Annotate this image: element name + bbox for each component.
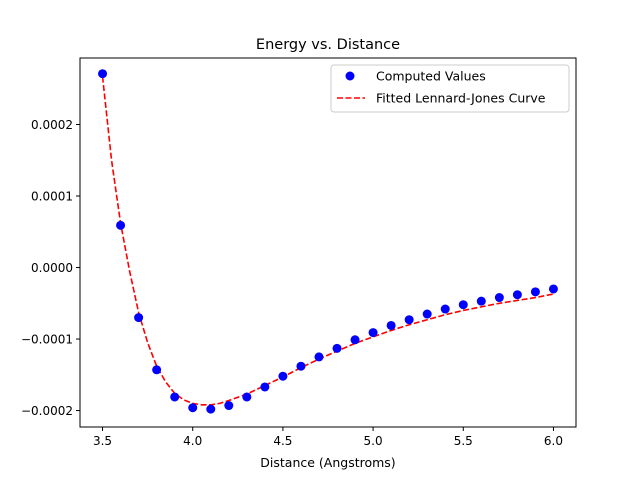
- scatter-point: [494, 293, 504, 303]
- scatter-point: [422, 309, 432, 319]
- x-tick-label: 5.5: [454, 434, 473, 448]
- x-tick-label: 6.0: [544, 434, 563, 448]
- scatter-point: [260, 382, 270, 392]
- legend-label-fitted-curve: Fitted Lennard-Jones Curve: [376, 91, 546, 106]
- scatter-point: [476, 296, 486, 306]
- x-tick-label: 5.0: [364, 434, 383, 448]
- scatter-point: [530, 287, 540, 297]
- y-tick-label: 0.0001: [31, 190, 73, 204]
- scatter-point: [350, 335, 360, 345]
- y-tick-label: 0.0002: [31, 118, 73, 132]
- y-tick-label: 0.0000: [31, 261, 73, 275]
- y-axis: −0.0002 −0.0001 0.0000 0.0001 0.0002: [21, 118, 80, 418]
- scatter-point: [116, 220, 126, 230]
- scatter-point: [512, 290, 522, 300]
- legend: Computed Values Fitted Lennard-Jones Cur…: [330, 64, 570, 113]
- x-axis: 3.5 4.0 4.5 5.0 5.5 6.0: [93, 427, 563, 448]
- scatter-point: [278, 371, 288, 381]
- y-tick-label: −0.0001: [21, 333, 73, 347]
- scatter-point: [332, 343, 342, 353]
- scatter-point: [224, 401, 234, 411]
- scatter-point: [98, 69, 108, 79]
- scatter-point: [404, 315, 414, 325]
- fitted-curve-line: [101, 76, 554, 406]
- scatter-point: [170, 392, 180, 402]
- scatter-point: [548, 284, 558, 294]
- scatter-point: [206, 404, 216, 414]
- legend-marker-computed-values: [345, 71, 355, 81]
- scatter-point: [188, 403, 198, 413]
- scatter-point: [134, 313, 144, 323]
- x-axis-label: Distance (Angstroms): [260, 455, 395, 470]
- x-tick-label: 4.0: [183, 434, 202, 448]
- scatter-point: [368, 328, 378, 338]
- scatter-point: [458, 300, 468, 310]
- scatter-point: [296, 361, 306, 371]
- chart-title: Energy vs. Distance: [256, 37, 400, 53]
- x-tick-label: 4.5: [273, 434, 292, 448]
- legend-box: [330, 64, 570, 113]
- legend-label-computed-values: Computed Values: [376, 69, 486, 84]
- plot-area: [98, 69, 558, 414]
- scatter-point: [440, 304, 450, 314]
- plot-frame: [79, 57, 577, 428]
- scatter-point: [242, 392, 252, 402]
- y-tick-label: −0.0002: [21, 404, 73, 418]
- x-tick-label: 3.5: [93, 434, 112, 448]
- scatter-point: [314, 352, 324, 362]
- scatter-point: [386, 320, 396, 330]
- scatter-point: [152, 365, 162, 375]
